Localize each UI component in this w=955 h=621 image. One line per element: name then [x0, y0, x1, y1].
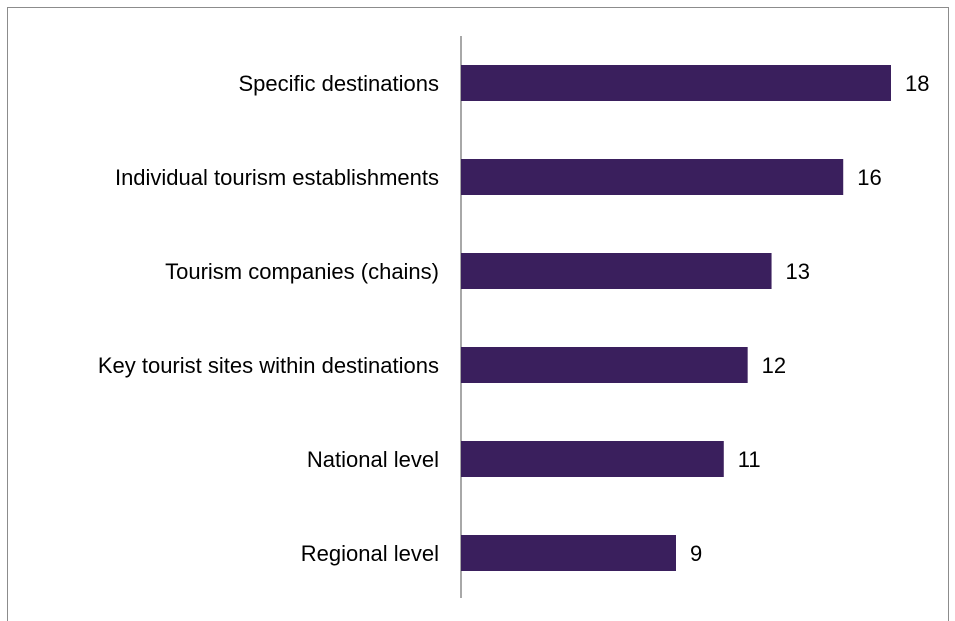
bar-1	[461, 159, 844, 195]
value-label-1: 16	[857, 165, 881, 190]
bar-4	[461, 441, 724, 477]
value-label-3: 12	[762, 353, 786, 378]
category-label-2: Tourism companies (chains)	[165, 259, 439, 284]
bars-group	[461, 65, 891, 571]
chart-frame	[7, 7, 949, 621]
category-label-0: Specific destinations	[238, 71, 439, 96]
category-label-5: Regional level	[301, 541, 439, 566]
value-label-2: 13	[786, 259, 810, 284]
category-label-4: National level	[307, 447, 439, 472]
category-labels: Specific destinations Individual tourism …	[98, 71, 439, 566]
category-label-1: Individual tourism establishments	[115, 165, 439, 190]
value-label-5: 9	[690, 541, 702, 566]
category-label-3: Key tourist sites within destinations	[98, 353, 439, 378]
bar-5	[461, 535, 676, 571]
value-labels: 18 16 13 12 11 9	[690, 71, 929, 566]
value-label-4: 11	[738, 447, 761, 472]
bar-3	[461, 347, 748, 383]
value-label-0: 18	[905, 71, 929, 96]
bar-2	[461, 253, 772, 289]
bar-0	[461, 65, 891, 101]
